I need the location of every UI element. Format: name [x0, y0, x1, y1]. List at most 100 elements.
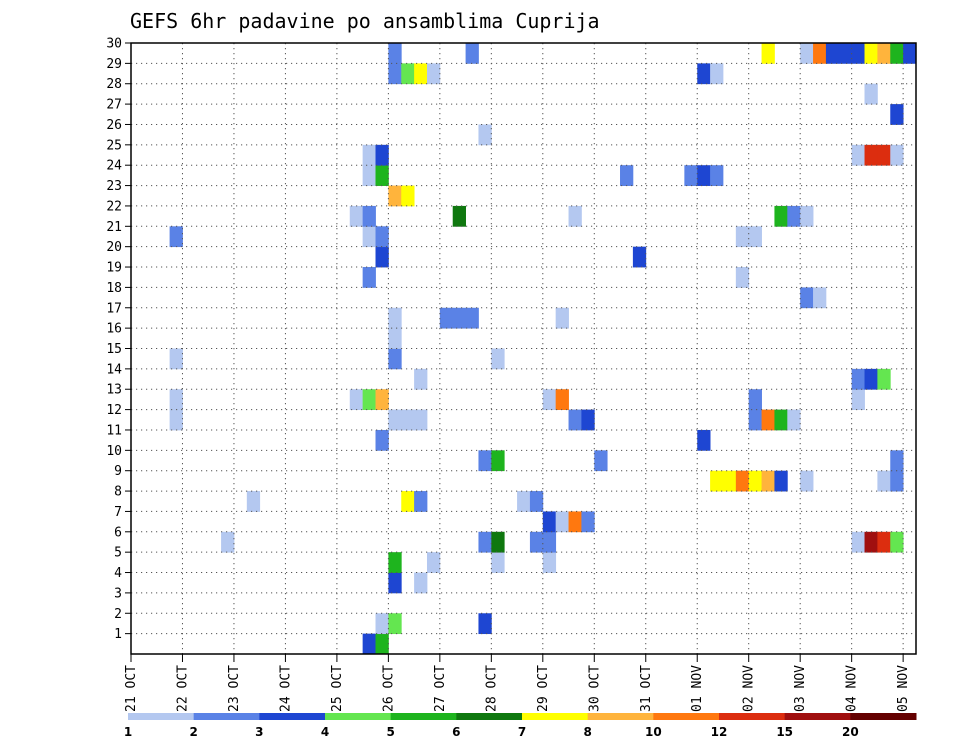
- y-tick-label: 2: [114, 607, 122, 622]
- heat-cell: [491, 450, 505, 472]
- y-tick-label: 29: [106, 57, 122, 72]
- heat-cell: [169, 389, 183, 410]
- heat-cell: [491, 552, 505, 573]
- colorbar-label: 1: [124, 725, 132, 739]
- heat-cell: [825, 43, 840, 64]
- y-tick-label: 17: [106, 301, 122, 316]
- y-tick-label: 14: [106, 362, 122, 377]
- heat-cell: [388, 63, 402, 85]
- heat-cell: [581, 511, 595, 533]
- heat-cell: [542, 511, 557, 533]
- colorbar-swatch: [850, 713, 917, 720]
- heat-cell: [388, 572, 402, 594]
- plot-frame: [130, 42, 917, 655]
- heat-cell: [813, 287, 827, 309]
- heat-cell: [375, 144, 389, 166]
- y-tick-label: 16: [106, 322, 122, 337]
- heat-cell: [864, 368, 878, 390]
- heat-cell: [388, 348, 402, 370]
- heat-cell: [735, 267, 750, 288]
- heat-cell: [529, 531, 544, 553]
- y-tick-label: 19: [106, 261, 122, 276]
- heat-cell: [401, 185, 415, 207]
- heat-cell: [465, 43, 479, 64]
- heat-cell: [388, 328, 402, 349]
- colorbar-label: 8: [583, 725, 591, 739]
- heat-cell: [735, 470, 750, 492]
- heat-cell: [838, 43, 853, 64]
- y-tick-label: 28: [106, 77, 122, 92]
- x-tick-label: 02 NOV: [742, 665, 757, 712]
- y-tick-label: 18: [106, 281, 122, 296]
- y-tick-label: 1: [114, 627, 122, 642]
- y-axis-ticks: 1234567891011121314151617181920212223242…: [106, 37, 131, 642]
- heat-cell: [890, 470, 904, 492]
- heat-cell: [169, 348, 183, 370]
- heat-cell: [748, 409, 762, 431]
- heat-cell: [851, 144, 865, 166]
- heat-cell: [349, 389, 364, 410]
- x-tick-label: 25 OCT: [330, 665, 345, 712]
- heat-cell: [375, 633, 389, 655]
- heat-cell: [555, 511, 569, 533]
- heat-cell: [362, 144, 376, 166]
- heat-cell: [478, 450, 492, 472]
- colorbar-swatch: [259, 713, 326, 720]
- heat-cell: [851, 43, 865, 64]
- y-tick-label: 4: [114, 566, 122, 581]
- heat-cell: [710, 165, 724, 186]
- heat-cell: [555, 307, 569, 329]
- heat-cell: [568, 511, 582, 533]
- heat-cell: [890, 531, 904, 553]
- heat-cell: [800, 287, 814, 309]
- heat-cell: [401, 491, 415, 512]
- heat-cell: [414, 491, 428, 512]
- heat-cell: [697, 429, 711, 451]
- heat-cell: [401, 409, 415, 431]
- heat-cell: [375, 429, 389, 451]
- heat-cell: [375, 389, 389, 410]
- heat-cell: [542, 389, 557, 410]
- heat-cell: [787, 409, 801, 431]
- y-tick-label: 12: [106, 403, 122, 418]
- x-tick-label: 05 NOV: [896, 665, 911, 712]
- colorbar-label: 10: [645, 725, 662, 739]
- heat-cell: [890, 450, 904, 472]
- heat-cell: [800, 470, 814, 492]
- y-tick-label: 27: [106, 98, 122, 113]
- y-tick-label: 6: [114, 525, 122, 540]
- heat-cell: [877, 144, 891, 166]
- heat-cell: [710, 470, 724, 492]
- heat-cell: [362, 226, 376, 248]
- heat-cell: [877, 531, 891, 553]
- colorbar-swatch: [653, 713, 720, 720]
- heat-cell: [851, 389, 865, 410]
- heat-cell: [568, 205, 582, 227]
- heat-cell: [774, 409, 788, 431]
- x-tick-label: 01 NOV: [690, 665, 705, 712]
- y-tick-label: 26: [106, 118, 122, 133]
- x-tick-label: 29 OCT: [536, 665, 551, 712]
- colorbar-label: 12: [711, 725, 728, 739]
- heat-cell: [890, 43, 904, 64]
- heat-cell: [697, 63, 711, 85]
- heat-cell: [414, 368, 428, 390]
- y-tick-label: 23: [106, 179, 122, 194]
- x-tick-label: 04 NOV: [845, 665, 860, 712]
- heat-cell: [221, 531, 235, 553]
- colorbar-swatch: [325, 713, 392, 720]
- heat-cell: [877, 368, 891, 390]
- heat-cell: [748, 226, 762, 248]
- colorbar-label: 6: [452, 725, 460, 739]
- heat-cell: [439, 307, 454, 329]
- heat-cell: [620, 165, 634, 186]
- colorbar-label: 3: [255, 725, 263, 739]
- colorbar-swatch: [784, 713, 851, 720]
- chart-title: GEFS 6hr padavine po ansamblima Cuprija: [130, 9, 600, 33]
- heat-cell: [375, 165, 389, 186]
- heat-cell: [632, 246, 647, 268]
- heat-cell: [362, 165, 376, 186]
- heat-cell: [851, 368, 865, 390]
- x-tick-label: 30 OCT: [587, 665, 602, 712]
